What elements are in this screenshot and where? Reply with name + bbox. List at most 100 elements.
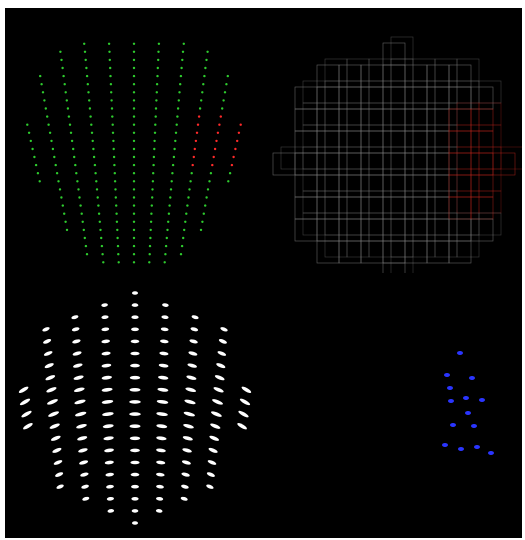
point	[155, 91, 158, 94]
glyph	[132, 291, 138, 295]
glyph	[448, 399, 454, 403]
point	[132, 261, 136, 264]
point	[115, 204, 118, 207]
point	[206, 188, 210, 191]
voxel-back	[390, 146, 414, 170]
glyph	[101, 375, 112, 380]
voxel-back	[412, 212, 436, 236]
glyph	[447, 386, 453, 390]
voxel-back	[456, 168, 480, 192]
voxel-front	[382, 262, 406, 273]
point	[132, 83, 136, 86]
blue-glyphs-pane[interactable]	[263, 273, 522, 538]
glyph	[158, 363, 169, 368]
voxel-front	[360, 130, 384, 154]
voxel-back	[368, 102, 392, 126]
point	[117, 261, 120, 264]
point	[154, 123, 157, 126]
voxel-front	[338, 108, 362, 132]
point	[64, 91, 67, 94]
glyph	[129, 375, 141, 380]
voxel-front	[470, 152, 494, 176]
point	[117, 253, 120, 256]
point	[148, 253, 151, 256]
point	[132, 74, 136, 78]
voxel-back	[434, 190, 458, 214]
point	[178, 91, 181, 94]
point	[116, 236, 119, 240]
point	[186, 204, 189, 207]
point	[63, 212, 66, 215]
glyph	[488, 451, 494, 455]
glyph	[213, 387, 224, 393]
voxel-front	[470, 174, 494, 198]
voxel-front	[404, 218, 428, 242]
point	[132, 139, 136, 143]
viewer-canvas[interactable]	[5, 8, 522, 538]
voxel-back	[478, 124, 502, 148]
glyph	[81, 484, 89, 489]
glyph	[207, 460, 217, 465]
glyph	[56, 484, 64, 489]
glyph	[130, 472, 140, 477]
glyph	[465, 411, 471, 415]
highlight-point	[216, 131, 220, 134]
point	[114, 188, 117, 191]
point	[182, 42, 185, 45]
glyph	[73, 387, 85, 393]
voxel-back	[390, 190, 414, 214]
voxel-back	[346, 234, 370, 258]
voxel-back	[346, 212, 370, 236]
glyph	[214, 375, 225, 381]
voxel-back	[346, 80, 370, 104]
point	[156, 74, 159, 78]
point	[132, 163, 136, 167]
point	[97, 204, 100, 207]
glyph	[471, 424, 477, 428]
glyph	[129, 424, 141, 428]
highlight-point	[236, 139, 239, 143]
glyph	[107, 509, 115, 513]
point	[115, 212, 118, 215]
voxel-front	[382, 86, 406, 110]
white-glyphs-pane[interactable]	[5, 273, 263, 538]
green-points-pane[interactable]	[5, 8, 263, 273]
point	[181, 58, 184, 62]
point	[175, 123, 178, 126]
voxel-back	[390, 124, 414, 148]
voxel-front	[338, 86, 362, 110]
voxel-back	[324, 58, 348, 82]
highlight-point	[232, 155, 235, 159]
point	[111, 123, 114, 126]
point	[151, 188, 154, 191]
point	[113, 172, 117, 175]
point	[174, 131, 178, 134]
voxel-back	[478, 80, 502, 104]
voxel-front	[360, 86, 384, 110]
glyph	[185, 387, 197, 393]
point	[182, 236, 185, 240]
glyph	[182, 448, 192, 453]
glyph	[156, 424, 168, 429]
glyph	[101, 339, 110, 344]
point	[171, 172, 174, 175]
voxel-front	[382, 240, 406, 264]
voxel-back	[478, 102, 502, 126]
point	[68, 123, 72, 126]
point	[132, 172, 136, 175]
green-points-plot	[26, 42, 242, 264]
voxel-front	[404, 64, 428, 88]
glyph	[79, 460, 89, 465]
voxel-back	[412, 146, 436, 170]
point	[199, 228, 203, 232]
voxel-grid-pane[interactable]	[263, 8, 522, 273]
point	[81, 220, 84, 223]
voxel-front	[316, 152, 340, 176]
point	[171, 163, 175, 167]
highlight-point	[218, 123, 221, 126]
voxel-back	[324, 80, 348, 104]
voxel-front	[470, 130, 494, 154]
point	[38, 180, 41, 183]
highlight-point	[211, 163, 214, 167]
glyph	[82, 496, 90, 501]
